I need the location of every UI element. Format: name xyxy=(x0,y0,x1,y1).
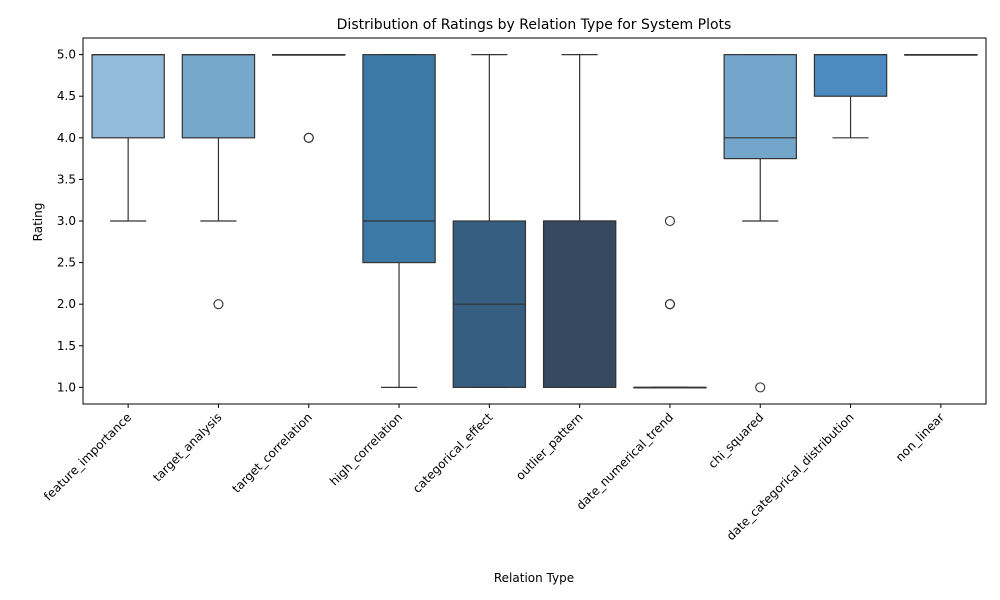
y-tick-label: 3.5 xyxy=(57,172,76,186)
x-tick-label: feature_importance xyxy=(41,410,134,503)
box-group xyxy=(723,54,797,393)
y-tick-label: 5.0 xyxy=(57,48,76,62)
box-group xyxy=(813,54,888,139)
box-group xyxy=(272,54,346,143)
y-tick-label: 1.5 xyxy=(57,339,76,353)
box-group xyxy=(362,54,436,388)
y-tick-label: 2.0 xyxy=(57,297,76,311)
y-tick-label: 2.5 xyxy=(57,256,76,270)
x-tick-label: high_correlation xyxy=(327,410,405,488)
y-axis-label: Rating xyxy=(31,203,45,242)
box xyxy=(91,54,165,139)
box-group xyxy=(91,54,165,222)
box-group xyxy=(904,54,978,56)
box-group xyxy=(633,215,707,389)
x-tick-label: outlier_pattern xyxy=(513,410,586,483)
plot-area: 1.0 1.5 2.0 2.5 3.0 3.5 4.0 4.5 5.0 feature_impor… xyxy=(41,37,987,543)
y-tick-label: 4.0 xyxy=(57,131,76,145)
box xyxy=(813,54,888,97)
y-tick-label: 3.0 xyxy=(57,214,76,228)
box-group xyxy=(452,54,527,388)
x-axis-label: Relation Type xyxy=(494,571,574,585)
x-tick-label: categorical_effect xyxy=(410,410,496,496)
outlier-point xyxy=(664,299,676,310)
outlier-point xyxy=(303,132,314,143)
x-tick-label: chi_squared xyxy=(706,410,767,471)
box xyxy=(723,54,797,160)
x-tick-label: non_linear xyxy=(893,410,947,464)
y-tick-label: 1.0 xyxy=(57,380,76,394)
box xyxy=(362,54,436,264)
chart-title: Distribution of Ratings by Relation Type… xyxy=(337,17,732,33)
x-tick-label: target_analysis xyxy=(150,410,224,484)
box-group xyxy=(542,54,617,388)
x-tick-label: date_numerical_trend xyxy=(574,410,676,512)
x-tick-label: target_correlation xyxy=(229,410,314,495)
outlier-point xyxy=(213,299,224,310)
box xyxy=(542,220,617,388)
box-group xyxy=(181,54,256,310)
outlier-point xyxy=(664,215,676,227)
box xyxy=(181,54,256,139)
y-tick-label: 4.5 xyxy=(57,89,76,103)
outlier-point xyxy=(755,382,766,393)
